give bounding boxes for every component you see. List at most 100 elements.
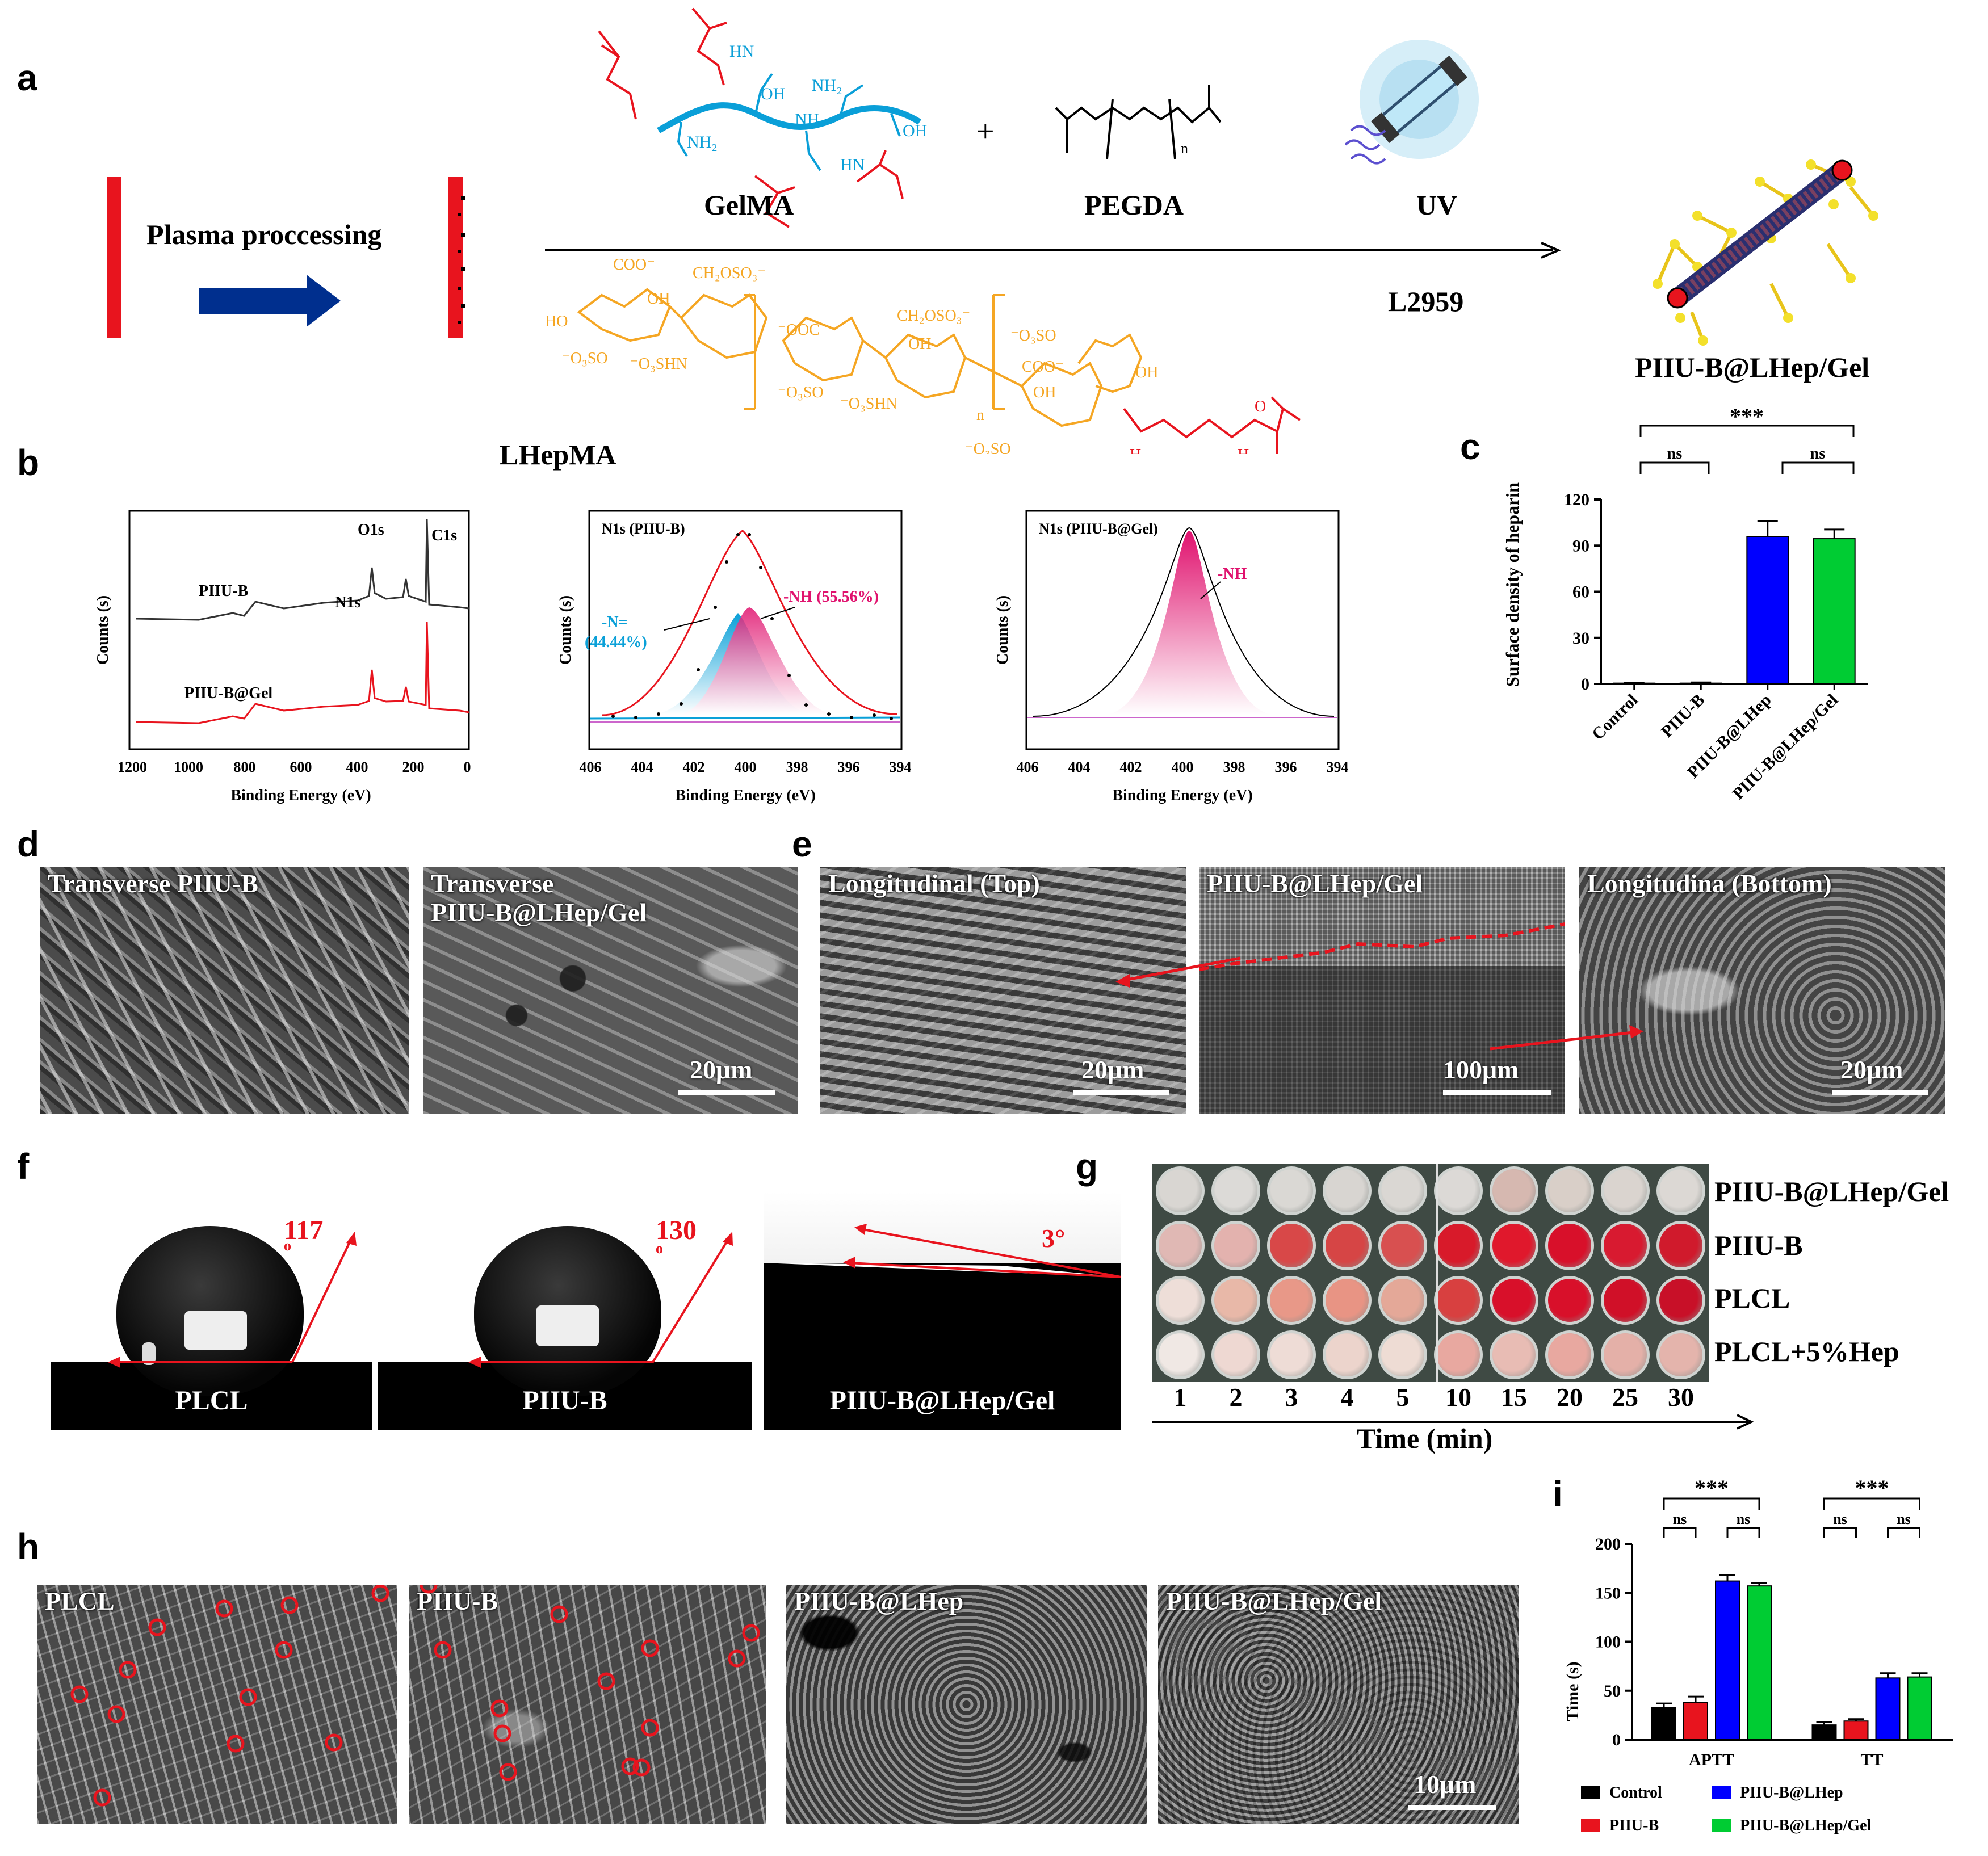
contact-angle-plcl: 117 o PLCL xyxy=(51,1192,372,1430)
gelma-group-1: HN xyxy=(729,42,754,61)
time-ticks: 1 2 3 4 5 10 15 20 25 30 xyxy=(1152,1382,1709,1416)
sem-platelet-lhep: PIIU-B@LHep xyxy=(786,1585,1147,1824)
well xyxy=(1378,1275,1428,1325)
i-legend-swatch xyxy=(1581,1819,1600,1832)
well xyxy=(1322,1275,1372,1325)
sem-label: Transverse PIIU-B@LHep/Gel xyxy=(431,869,647,927)
lhepma-structure xyxy=(577,288,1143,427)
process-arrow-icon xyxy=(199,275,341,327)
well xyxy=(1656,1166,1706,1216)
sig-right: ns xyxy=(1810,445,1826,463)
svg-text:400: 400 xyxy=(346,759,368,775)
svg-text:402: 402 xyxy=(683,759,705,775)
i-legend-swatch xyxy=(1712,1819,1731,1832)
time-tick-label: 2 xyxy=(1229,1383,1243,1412)
i-bar xyxy=(1651,1707,1676,1741)
sem-label: Transverse PIIU-B xyxy=(48,869,258,898)
svg-text:-N=: -N= xyxy=(602,614,628,631)
lhepma-label: LHepMA xyxy=(500,439,616,471)
svg-text:O: O xyxy=(1255,398,1266,415)
i-xtick-label: TT xyxy=(1860,1750,1883,1769)
panel-letter-a: a xyxy=(17,57,37,98)
svg-text:400: 400 xyxy=(1172,759,1194,775)
well xyxy=(1155,1330,1205,1379)
angle-value: 117 xyxy=(284,1215,324,1245)
well xyxy=(1378,1221,1428,1270)
well xyxy=(1155,1275,1205,1325)
svg-text:CH₂OSO₃⁻: CH₂OSO₃⁻ xyxy=(897,307,970,325)
svg-text:402: 402 xyxy=(1120,759,1142,775)
i-sig-bracket xyxy=(1823,1497,1920,1510)
i-legend-swatch xyxy=(1712,1786,1731,1799)
sem-label: PIIU-B@LHep/Gel xyxy=(1207,869,1423,898)
time-tick-label: 25 xyxy=(1612,1383,1638,1412)
svg-text:⁻O₃SHN: ⁻O₃SHN xyxy=(840,395,897,413)
well xyxy=(1322,1166,1372,1216)
well xyxy=(1378,1330,1428,1379)
sem-label: PIIU-B@LHep/Gel xyxy=(1166,1586,1382,1615)
svg-text:-NH: -NH xyxy=(1218,565,1247,583)
well xyxy=(1378,1166,1428,1216)
i-bar xyxy=(1715,1580,1740,1741)
svg-text:n: n xyxy=(976,406,984,424)
c-ytick-label: 0 xyxy=(1581,675,1589,694)
g-axis-label: Time (min) xyxy=(1357,1422,1493,1454)
well xyxy=(1656,1221,1706,1270)
time-tick-label: 30 xyxy=(1668,1383,1694,1412)
well xyxy=(1545,1330,1595,1379)
well xyxy=(1545,1221,1595,1270)
svg-text:N1s (PIIU-B@Gel): N1s (PIIU-B@Gel) xyxy=(1039,520,1158,537)
gelma-structure: HN OH NH NH₂ NH₂ OH HN xyxy=(598,7,927,228)
svg-text:OH: OH xyxy=(908,335,931,353)
sem-platelet-lhep-gel: PIIU-B@LHep/Gel 10μm xyxy=(1158,1585,1519,1824)
svg-text:394: 394 xyxy=(890,759,912,775)
i-bar xyxy=(1907,1676,1932,1741)
svg-text:N1s: N1s xyxy=(335,594,360,611)
svg-text:Binding Energy (eV): Binding Energy (eV) xyxy=(1112,787,1252,804)
svg-text:404: 404 xyxy=(1068,759,1091,775)
svg-text:400: 400 xyxy=(735,759,757,775)
sample-label: PIIU-B xyxy=(522,1385,607,1416)
pegda-n: n xyxy=(1181,140,1188,157)
i-ns-label: ns xyxy=(1833,1511,1847,1527)
i-ns-bracket xyxy=(1823,1527,1857,1538)
l2959-label: L2959 xyxy=(1388,285,1463,317)
svg-text:Counts (s): Counts (s) xyxy=(994,595,1012,665)
xps-survey-chart: O1s C1s N1s PIIU-B PIIU-B@Gel 1200 1000 … xyxy=(94,510,471,804)
well xyxy=(1211,1221,1261,1270)
svg-text:398: 398 xyxy=(786,759,808,775)
contact-angle-gel: 3° PIIU-B@LHep/Gel xyxy=(764,1192,1121,1430)
lhepma-groups: COO⁻ CH₂OSO₃⁻ OH HO ⁻O₃SO ⁻O₃SHN ⁻OOC CH… xyxy=(545,256,1266,454)
scale-label: 100μm xyxy=(1443,1055,1519,1084)
svg-text:800: 800 xyxy=(234,759,256,775)
well xyxy=(1600,1275,1650,1325)
c-xtick-label: PIIU-B xyxy=(1658,691,1708,741)
i-ytick-label: 100 xyxy=(1595,1633,1621,1652)
i-ns-bracket xyxy=(1887,1527,1920,1538)
time-tick-label: 10 xyxy=(1445,1383,1471,1412)
sem-longitudinal-top: Longitudinal (Top) 20μm xyxy=(820,867,1186,1114)
gelma-group-6: OH xyxy=(903,121,927,140)
g-row-label: PLCL+5%Hep xyxy=(1714,1336,1899,1367)
svg-text:(44.44%): (44.44%) xyxy=(585,633,647,651)
c-ytick-label: 60 xyxy=(1572,583,1589,602)
sem-longitudinal-bottom: Longitudina (Bottom) 20μm xyxy=(1579,867,1945,1114)
g-row-label: PLCL xyxy=(1714,1282,1790,1314)
well xyxy=(1433,1166,1483,1216)
well xyxy=(1600,1221,1650,1270)
well xyxy=(1656,1330,1706,1379)
gelma-group-5: NH₂ xyxy=(812,76,842,95)
well xyxy=(1600,1330,1650,1379)
svg-text:⁻O₃SO: ⁻O₃SO xyxy=(965,440,1011,454)
i-sig-bracket xyxy=(1663,1497,1760,1510)
panel-a-scheme: HN OH NH NH₂ NH₂ OH HN GelMA + n PEGDA U… xyxy=(107,7,1878,454)
time-tick-label: 1 xyxy=(1173,1383,1187,1412)
svg-text:600: 600 xyxy=(290,759,312,775)
scale-label: 20μm xyxy=(1840,1055,1903,1084)
sem-transverse-gel: Transverse PIIU-B@LHep/Gel 20μm xyxy=(423,867,798,1114)
well xyxy=(1545,1166,1595,1216)
well xyxy=(1433,1221,1483,1270)
i-ytick-label: 50 xyxy=(1604,1682,1621,1700)
gelma-group-7: HN xyxy=(840,156,865,174)
panel-letter-c: c xyxy=(1460,426,1480,467)
